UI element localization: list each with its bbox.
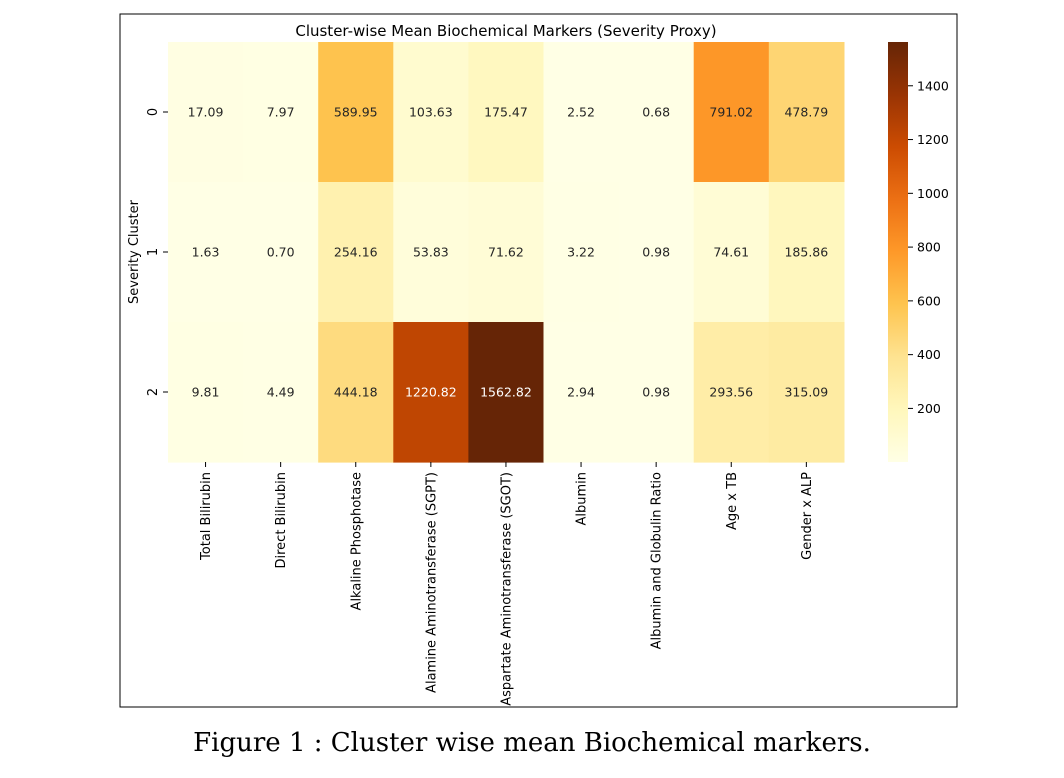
column-tick-label: Total Bilirubin	[199, 472, 214, 561]
heatmap-cell	[543, 322, 620, 463]
cell-value-label: 2.94	[567, 385, 595, 400]
heatmap-cell	[543, 182, 620, 323]
colorbar-tick-label: 200	[917, 401, 941, 416]
column-tick-label: Direct Bilirubin	[274, 472, 289, 569]
column-tick-label: Aspartate Aminotransferase (SGOT)	[499, 472, 514, 706]
heatmap-cell	[468, 182, 545, 323]
column-tick-label: Gender x ALP	[800, 472, 815, 560]
cell-value-label: 74.61	[713, 245, 749, 260]
cell-value-label: 3.22	[567, 245, 595, 260]
heatmap-cell	[768, 42, 845, 183]
heatmap-cell	[618, 322, 695, 463]
heatmap-cell	[468, 42, 545, 183]
y-axis-label: Severity Cluster	[127, 199, 142, 304]
cell-value-label: 0.98	[642, 245, 670, 260]
heatmap-cell	[468, 322, 545, 463]
cell-value-label: 7.97	[267, 105, 295, 120]
heatmap-cell	[168, 182, 244, 323]
heatmap-cell	[693, 322, 770, 463]
colorbar-tick-label: 1000	[917, 186, 949, 201]
cell-value-label: 589.95	[334, 105, 378, 120]
cell-value-label: 71.62	[488, 245, 524, 260]
cell-value-label: 0.98	[642, 385, 670, 400]
cell-value-label: 478.79	[784, 105, 828, 120]
heatmap-cell	[768, 182, 845, 323]
heatmap-cell	[168, 322, 244, 463]
heatmap-cell	[243, 322, 319, 463]
column-tick-label: Age x TB	[725, 472, 740, 530]
cell-value-label: 9.81	[192, 385, 220, 400]
heatmap-cell	[393, 182, 469, 323]
heatmap-cell	[543, 42, 620, 183]
column-tick-label: Albumin	[575, 472, 590, 526]
cell-value-label: 185.86	[784, 245, 828, 260]
cell-value-label: 0.70	[267, 245, 295, 260]
heatmap-cell	[618, 182, 695, 323]
heatmap-cell	[693, 182, 770, 323]
heatmap-cell	[318, 42, 394, 183]
row-tick-label: 0	[146, 108, 161, 116]
column-tick-label: Albumin and Globulin Ratio	[650, 472, 665, 649]
colorbar-tick-label: 800	[917, 240, 941, 255]
colorbar: 200 400 600 800 1000 1200 1400	[888, 42, 949, 462]
cell-value-label: 293.56	[709, 385, 753, 400]
colorbar-tick-label: 600	[917, 293, 941, 308]
heatmap-cell	[168, 42, 244, 183]
cell-value-label: 254.16	[334, 245, 378, 260]
heatmap-cell	[393, 42, 469, 183]
cell-value-label: 175.47	[484, 105, 528, 120]
heatmap-cell-labels: 17.09 7.97 589.95 103.63 175.47 2.52 0.68 791.0…	[188, 105, 829, 400]
heatmap-cell	[318, 322, 394, 463]
heatmap-cells	[168, 42, 845, 463]
colorbar-tick-label: 1400	[917, 78, 949, 93]
cell-value-label: 103.63	[409, 105, 453, 120]
colorbar-gradient	[888, 42, 908, 462]
heatmap-cell	[768, 322, 845, 463]
column-tick-label: Alkaline Phosphotase	[349, 472, 364, 610]
heatmap-cell	[243, 182, 319, 323]
colorbar-tick-label: 1200	[917, 132, 949, 147]
chart-title: Cluster-wise Mean Biochemical Markers (S…	[295, 22, 716, 40]
row-tick-labels: 0 1 2	[146, 108, 168, 396]
figure-caption: Figure 1 : Cluster wise mean Biochemical…	[193, 728, 871, 758]
heatmap-cell	[393, 322, 469, 463]
column-tick-label: Alamine Aminotransferase (SGPT)	[424, 472, 439, 693]
colorbar-tick-label: 400	[917, 347, 941, 362]
cell-value-label: 17.09	[188, 105, 224, 120]
cell-value-label: 791.02	[709, 105, 753, 120]
cell-value-label: 1562.82	[480, 385, 532, 400]
heatmap-cell	[243, 42, 319, 183]
heatmap-cell	[318, 182, 394, 323]
cell-value-label: 4.49	[267, 385, 295, 400]
cell-value-label: 444.18	[334, 385, 378, 400]
row-tick-label: 1	[146, 248, 161, 256]
row-tick-label: 2	[146, 388, 161, 396]
heatmap-cell	[693, 42, 770, 183]
cell-value-label: 1.63	[192, 245, 220, 260]
heatmap-cell	[618, 42, 695, 183]
column-tick-labels: Total Bilirubin Direct Bilirubin Alkaline …	[199, 462, 815, 706]
cell-value-label: 1220.82	[405, 385, 457, 400]
cell-value-label: 0.68	[642, 105, 670, 120]
cell-value-label: 53.83	[413, 245, 449, 260]
cell-value-label: 315.09	[784, 385, 828, 400]
cell-value-label: 2.52	[567, 105, 595, 120]
